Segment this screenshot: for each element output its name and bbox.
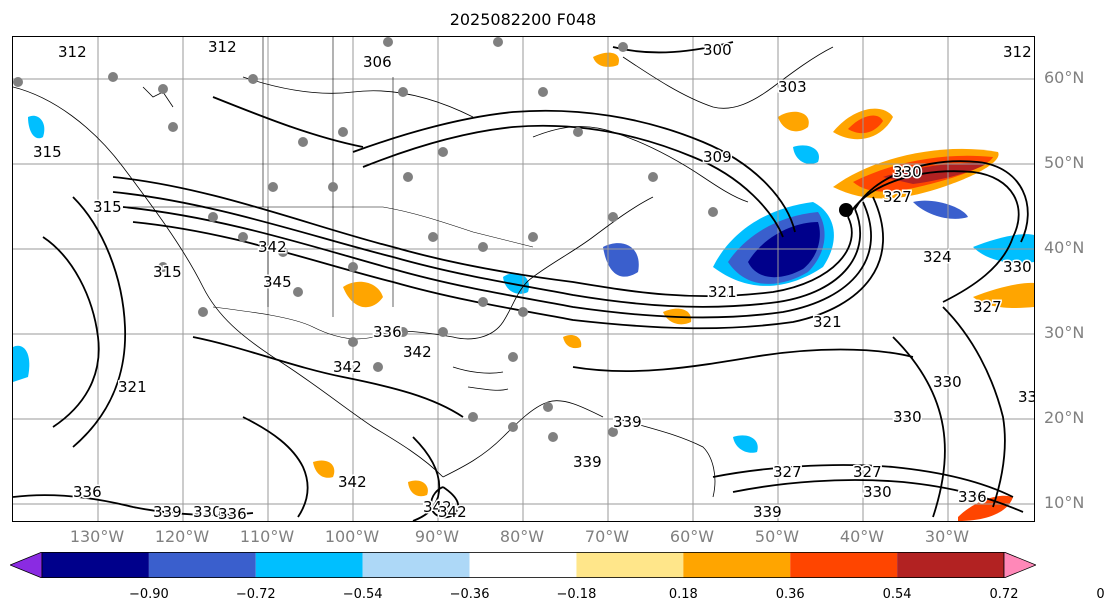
contour-label: 327 [773, 463, 802, 481]
colorbar-extend-low [10, 552, 43, 578]
contour-label: 336 [373, 323, 402, 341]
latitude-label: 50°N [1044, 153, 1085, 172]
contours [13, 41, 1029, 521]
contour-label: 345 [263, 273, 292, 291]
contour-label: 315 [93, 198, 122, 216]
contour-label: 324 [923, 248, 952, 266]
longitude-label: 110°W [239, 527, 295, 546]
contour-label: 339 [613, 413, 642, 431]
longitude-label: 90°W [414, 527, 460, 546]
longitude-label: 40°W [839, 527, 885, 546]
contour-label: 321 [813, 313, 842, 331]
latitude-label: 20°N [1044, 408, 1085, 427]
colorbar-cell [683, 552, 791, 578]
colorbar-cell [255, 552, 363, 578]
contour-label: 342 [333, 358, 362, 376]
colorbar-tick-label: −0.72 [235, 587, 276, 602]
longitude-label: 60°W [669, 527, 715, 546]
colorbar-cell [790, 552, 898, 578]
longitude-label: 50°W [754, 527, 800, 546]
colorbar-cell [897, 552, 1004, 578]
colorbar-tick-label: −0.18 [556, 587, 597, 602]
latitude-label: 30°N [1044, 323, 1085, 342]
contour-label: 321 [118, 378, 147, 396]
colorbar-tick-label: −0.90 [128, 587, 169, 602]
contour-label: 312 [1003, 43, 1032, 61]
latitude-label: 10°N [1044, 493, 1085, 512]
contour-label: 339 [573, 453, 602, 471]
contour-label: 330 [893, 408, 922, 426]
contour-label: 342 [338, 473, 367, 491]
colorbar-cell [576, 552, 684, 578]
contour-label: 330 [893, 163, 922, 181]
contour-label: 339 [153, 503, 182, 521]
map-frame: 312 312 306 300 303 315 312 315 315 309 330 327 321 3… [12, 36, 1035, 522]
contour-label: 330 [193, 503, 222, 521]
contour-label: 312 [208, 38, 237, 56]
contour-label: 327 [973, 298, 1002, 316]
contour-label: 336 [958, 488, 987, 506]
map-plot: 312 312 306 300 303 315 312 315 315 309 330 327 321 3… [13, 37, 1034, 521]
latitude-label: 60°N [1044, 68, 1085, 87]
colorbar-cell [148, 552, 256, 578]
colorbar-tick-label: −0.54 [342, 587, 383, 602]
contour-label: 342 [258, 238, 287, 256]
low-center-marker [839, 203, 853, 217]
longitude-label: 30°W [924, 527, 970, 546]
contour-label: 336 [73, 483, 102, 501]
longitude-label: 80°W [499, 527, 545, 546]
latitude-label: 40°N [1044, 238, 1085, 257]
colorbar-extend-high [1003, 552, 1036, 578]
contour-label: 342 [438, 503, 467, 521]
colorbar-tick-label: 0.18 [668, 587, 698, 602]
station-markers [13, 37, 718, 442]
colorbar-cell [42, 552, 149, 578]
contour-label: 336 [218, 505, 247, 521]
longitude-label: 130°W [69, 527, 125, 546]
contour-label: 321 [708, 283, 737, 301]
colorbar-tick-label: −0.36 [449, 587, 490, 602]
contour-label: 330 [933, 373, 962, 391]
contour-label: 330 [863, 483, 892, 501]
colorbar-tick-label: 0.90 [1096, 587, 1105, 602]
contour-label: 336 [1018, 388, 1034, 406]
contour-labels: 312 312 306 300 303 315 312 315 315 309 330 327 321 3… [32, 37, 1035, 521]
contour-label: 300 [703, 41, 732, 59]
longitude-label: 120°W [154, 527, 210, 546]
contour-label: 303 [778, 78, 807, 96]
colorbar-cell [469, 552, 577, 578]
colorbar-tick-label: 0.36 [775, 587, 805, 602]
contour-label: 342 [423, 498, 452, 516]
contour-label: 315 [153, 263, 182, 281]
contour-label: 315 [33, 143, 62, 161]
colorbar-tick-label: 0.54 [882, 587, 912, 602]
longitude-label: 70°W [584, 527, 630, 546]
contour-label: 306 [363, 53, 392, 71]
contour-label: 309 [703, 148, 732, 166]
longitude-label: 100°W [324, 527, 380, 546]
contour-label: 327 [883, 188, 912, 206]
colorbar-tick-label: 0.72 [989, 587, 1019, 602]
colorbar-cell [362, 552, 470, 578]
contour-label: 342 [403, 343, 432, 361]
chart-title: 2025082200 F048 [449, 10, 597, 29]
contour-label: 327 [853, 463, 882, 481]
contour-label: 312 [58, 43, 87, 61]
contour-label: 330 [1003, 258, 1032, 276]
coastlines [13, 46, 834, 498]
graticule [13, 37, 1034, 521]
colorbar [10, 552, 1036, 578]
contour-label: 339 [753, 503, 782, 521]
